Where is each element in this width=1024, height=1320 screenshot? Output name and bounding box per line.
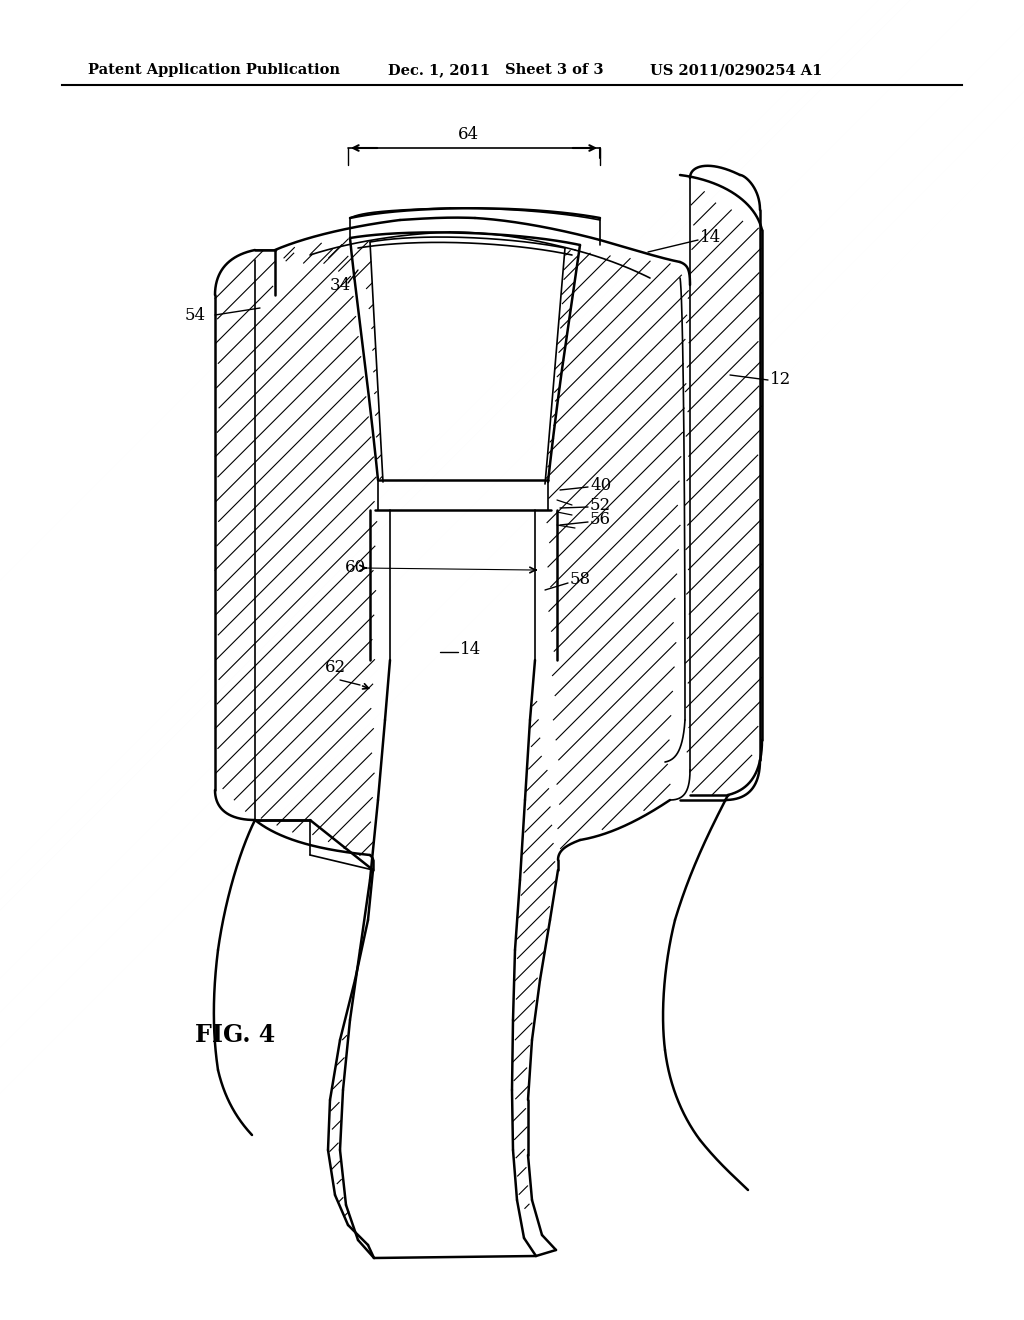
Text: 14: 14 [460, 642, 481, 659]
Text: Patent Application Publication: Patent Application Publication [88, 63, 340, 77]
Text: 62: 62 [325, 660, 346, 676]
Text: 52: 52 [590, 496, 611, 513]
Text: 12: 12 [770, 371, 792, 388]
Text: FIG. 4: FIG. 4 [195, 1023, 275, 1047]
Text: 14: 14 [700, 230, 721, 247]
Text: US 2011/0290254 A1: US 2011/0290254 A1 [650, 63, 822, 77]
Text: Sheet 3 of 3: Sheet 3 of 3 [505, 63, 603, 77]
Text: 34: 34 [330, 276, 351, 293]
Text: 40: 40 [590, 477, 611, 494]
Text: 64: 64 [458, 125, 478, 143]
Text: Dec. 1, 2011: Dec. 1, 2011 [388, 63, 490, 77]
Text: 60: 60 [345, 560, 367, 577]
Text: 56: 56 [590, 511, 611, 528]
Text: 58: 58 [570, 572, 591, 589]
Text: 54: 54 [185, 306, 206, 323]
